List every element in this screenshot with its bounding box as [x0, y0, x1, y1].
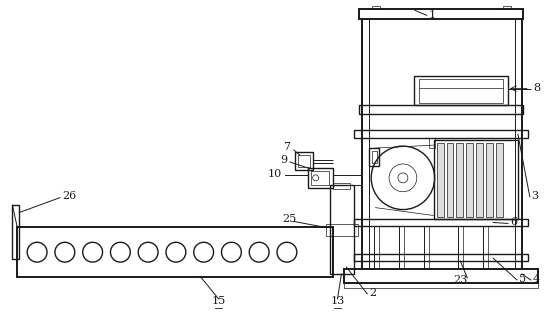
- Bar: [359, 9, 523, 19]
- Bar: [419, 79, 503, 102]
- Text: 3: 3: [531, 191, 538, 201]
- Bar: [345, 269, 538, 283]
- Bar: [433, 140, 518, 220]
- Bar: [503, 6, 511, 9]
- Text: 5: 5: [519, 274, 526, 284]
- Bar: [332, 183, 350, 189]
- Bar: [372, 6, 380, 9]
- Bar: [307, 168, 332, 188]
- Text: 8: 8: [533, 83, 540, 92]
- Bar: [428, 138, 435, 148]
- Text: 6: 6: [510, 218, 517, 228]
- Bar: [369, 148, 379, 166]
- Bar: [295, 152, 312, 170]
- Bar: [447, 143, 453, 217]
- Text: 1: 1: [428, 10, 436, 20]
- Bar: [345, 283, 538, 288]
- Bar: [466, 143, 473, 217]
- Bar: [359, 106, 523, 114]
- Text: 23: 23: [453, 275, 468, 285]
- Bar: [486, 143, 493, 217]
- Bar: [496, 143, 503, 217]
- Bar: [17, 228, 332, 277]
- Bar: [456, 143, 463, 217]
- Text: 15: 15: [211, 296, 226, 306]
- Bar: [298, 155, 310, 167]
- Bar: [354, 254, 528, 261]
- Bar: [330, 185, 354, 274]
- Text: 9: 9: [280, 155, 287, 165]
- Bar: [354, 130, 528, 138]
- Text: 10: 10: [268, 169, 282, 179]
- Text: 13: 13: [330, 296, 345, 306]
- Bar: [311, 171, 329, 185]
- Text: 26: 26: [62, 191, 76, 201]
- Bar: [326, 224, 359, 236]
- Bar: [476, 143, 483, 217]
- Text: 4: 4: [533, 274, 540, 284]
- Text: 7: 7: [283, 142, 290, 152]
- Bar: [354, 220, 528, 227]
- Text: 2: 2: [369, 288, 376, 298]
- Bar: [437, 143, 443, 217]
- Bar: [372, 151, 377, 163]
- Text: 25: 25: [282, 214, 296, 224]
- Bar: [12, 204, 19, 259]
- Bar: [414, 76, 508, 106]
